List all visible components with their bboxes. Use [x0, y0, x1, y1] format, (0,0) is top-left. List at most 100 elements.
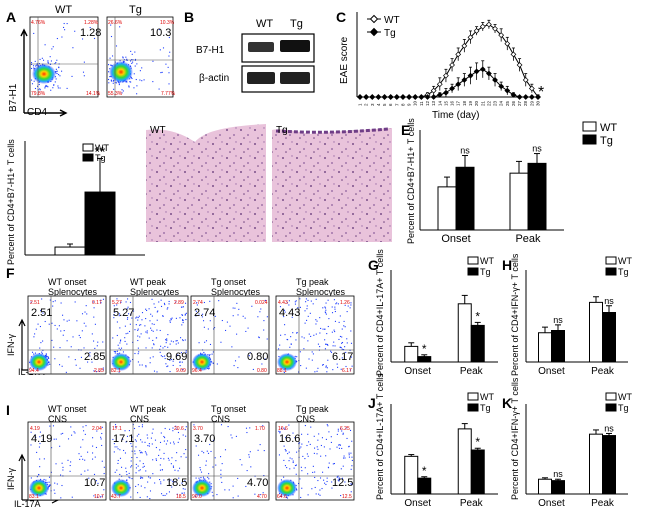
- histology-WT-label: WT: [150, 125, 166, 136]
- C-tick-12: 13: [431, 100, 436, 106]
- F-plots-title-1: WT peak: [130, 277, 166, 287]
- flow-A-title-WT: WT: [55, 4, 72, 16]
- I-plots-q-1-2: 43.7: [111, 494, 121, 500]
- panel-letter-B: B: [184, 9, 194, 25]
- C-tick-3: 4: [376, 103, 381, 106]
- histology-WT: WT: [146, 120, 266, 242]
- H-legend-Tg: Tg: [618, 267, 629, 277]
- C-point-1-11: [424, 94, 431, 100]
- E-marks-cat-0: Onset: [441, 233, 470, 245]
- F-plots-subtitle-0: Splenocytes: [48, 287, 98, 297]
- C-point-1-22: [492, 77, 498, 83]
- F-plots-big-ul-2: 2.74: [194, 307, 215, 319]
- panel-letter-J: J: [368, 395, 376, 411]
- C-tick-9: 10: [413, 100, 418, 106]
- C-point-1-15: [449, 85, 455, 92]
- K-legend-WT-swatch: [605, 392, 617, 401]
- E-marks-annot-1: ns: [532, 144, 542, 154]
- A-bar-marks-annot-0: **: [95, 143, 106, 159]
- I-plots-q-1-0: 17.1: [112, 426, 122, 432]
- C-star: *: [538, 84, 544, 101]
- E-ylabel: Percent of CD4+B7-H1+ T cells: [406, 118, 416, 244]
- C-tick-16: 17: [456, 100, 461, 106]
- chart-H: Percent of CD4+IFN-γ+ T cells ns Onset ns P…: [510, 253, 632, 377]
- J-legend-WT-swatch: [467, 392, 479, 401]
- I-plots-q-0-3: 10.7: [94, 494, 104, 500]
- F-plots-q-1-1: 2.89: [174, 300, 184, 306]
- G-marks-cat-0: Onset: [404, 366, 431, 377]
- C-tick-2: 3: [370, 103, 375, 106]
- K-legend-WT: WT: [618, 392, 632, 402]
- western-blot: [241, 33, 315, 93]
- C-point-0-26: [516, 62, 523, 68]
- I-plots-q-2-2: 90.0: [192, 494, 202, 500]
- G-legend-WT: WT: [480, 256, 494, 266]
- H-marks-annot-0: ns: [553, 315, 563, 325]
- K-marks-bar-0-0: [538, 478, 552, 495]
- B-header-Tg: Tg: [290, 18, 303, 30]
- C-point-1-16: [455, 81, 462, 88]
- A-bar-marks-bar-1-0: [84, 191, 116, 256]
- flow-A-Tg-density: [109, 61, 133, 83]
- J-legend-Tg-swatch: [467, 403, 479, 412]
- H-marks-bar-0-1: [589, 301, 603, 363]
- H-marks-bar-0-0: [538, 332, 552, 363]
- F-plots-q-3-2: 88.1: [277, 368, 287, 374]
- H-ylabel: Percent of CD4+IFN-γ+ T cells: [510, 253, 520, 376]
- J-legend-Tg: Tg: [480, 403, 491, 413]
- E-marks-bar-1-0: [455, 166, 475, 231]
- flow-A-arrows: [20, 28, 68, 117]
- G-marks-bar-0-0: [404, 345, 419, 363]
- J-marks-cat-1: Peak: [460, 498, 484, 509]
- C-point-1-14: [443, 89, 449, 96]
- C-point-1-29: [535, 94, 541, 100]
- C-point-0-12: [430, 87, 437, 94]
- flow-A-title-Tg: Tg: [129, 4, 142, 16]
- G-marks-annot-1: *: [475, 309, 480, 323]
- C-point-1-26: [516, 94, 523, 100]
- C-tick-29: 30: [536, 100, 541, 106]
- I-plots-big-lr-1: 18.5: [166, 477, 187, 489]
- C-xlabel: Time (day): [432, 110, 479, 121]
- F-plots-q-0-3: 2.85: [94, 368, 104, 374]
- F-plots-q-0-0: 2.51: [30, 300, 40, 306]
- F-ylabel: IFN-γ: [6, 334, 16, 356]
- K-marks-annot-1: ns: [604, 423, 614, 433]
- panel-letter-H: H: [502, 257, 512, 273]
- F-plots-q-2-3: 0.80: [257, 368, 267, 374]
- chart-J: Percent of CD4+IL-17A+ T cells * Onset * Pe…: [375, 373, 498, 509]
- histology-Tg-label: Tg: [276, 125, 288, 136]
- F-plots-q-1-3: 9.69: [176, 368, 186, 374]
- H-marks-cat-0: Onset: [538, 366, 565, 377]
- I-ylabel: IFN-γ: [6, 468, 16, 490]
- E-legend-Tg-swatch: [582, 134, 597, 145]
- F-plots-q-0-1: 0.17: [92, 300, 102, 306]
- chart-G: Percent of CD4+IL-17A+ T cells * Onset * Pe…: [375, 249, 498, 377]
- C-point-1-1: [363, 94, 370, 100]
- C-point-0-19: [473, 28, 480, 34]
- F-plots-title-0: WT onset: [48, 277, 87, 287]
- panel-letter-F: F: [6, 265, 15, 281]
- F-plots-subtitle-1: Splenocytes: [130, 287, 180, 297]
- I-plots-subtitle-1: CNS: [130, 414, 149, 424]
- E-marks-bar-0-0: [437, 186, 457, 231]
- panel-letter-K: K: [502, 395, 512, 411]
- E-legend-WT: WT: [600, 122, 617, 134]
- H-marks-bar-1-1: [602, 312, 616, 363]
- B-row-B7H1: B7-H1: [196, 45, 225, 56]
- C-legend-WT: WT: [367, 14, 400, 26]
- panel-letter-E: E: [401, 122, 410, 138]
- F-plots-big-lr-1: 9.69: [166, 351, 187, 363]
- C-point-1-6: [393, 94, 400, 100]
- G-marks-bar-0-1: [457, 303, 472, 363]
- I-plots-q-2-0: 3.70: [193, 426, 203, 432]
- E-legend-Tg: Tg: [600, 135, 613, 147]
- panel-letter-G: G: [368, 257, 379, 273]
- flow-A-WT-q-lr: 14.1%: [86, 91, 101, 97]
- I-plots-title-2: Tg onset: [211, 404, 247, 414]
- F-plots-big-lr-0: 2.85: [84, 351, 105, 363]
- I-plots-big-lr-2: 4.70: [247, 477, 268, 489]
- C-point-1-13: [436, 91, 443, 98]
